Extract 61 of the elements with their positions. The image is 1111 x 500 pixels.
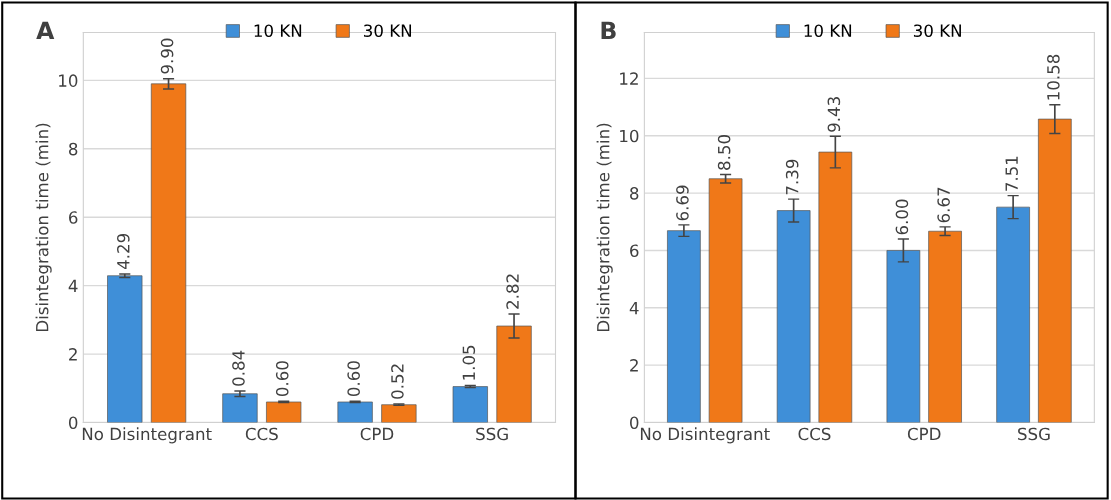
- bar: [996, 206, 1030, 423]
- y-tick-label: 8: [630, 187, 639, 200]
- bar: [337, 401, 373, 423]
- text: B: [601, 21, 616, 40]
- x-tick-label: CCS: [245, 427, 278, 441]
- legend-label: 30 KN: [364, 24, 412, 37]
- x-tick-label: CCS: [798, 427, 831, 441]
- text: A: [36, 21, 55, 40]
- y-tick-label: 6: [630, 244, 639, 258]
- y-tick-label: 8: [68, 142, 78, 156]
- legend-label: 30 KN: [913, 24, 961, 37]
- data-label: 2.82: [506, 274, 519, 309]
- x-tick-label: No Disintegrant: [640, 427, 770, 444]
- y-tick-label: 0: [68, 416, 78, 430]
- data-label: 7.39: [785, 159, 799, 195]
- bar: [928, 230, 962, 423]
- data-label: 9.90: [160, 38, 174, 74]
- data-label: 6.69: [676, 185, 689, 221]
- y-tick-label: 10: [620, 129, 639, 143]
- y-tick-label: 6: [69, 211, 78, 224]
- bar: [452, 386, 488, 423]
- y-tick-label: 2: [630, 359, 638, 372]
- y-tick-label: 10: [59, 74, 78, 87]
- y-tick-label: 12: [620, 72, 638, 85]
- data-label: 4.29: [117, 233, 130, 270]
- bar: [107, 275, 143, 423]
- bar: [1038, 118, 1072, 423]
- y-axis-title: Disintegration time (min): [596, 123, 613, 332]
- y-tick-label: 4: [629, 301, 639, 315]
- bar: [708, 178, 743, 423]
- bar: [886, 250, 921, 423]
- bar: [818, 151, 853, 423]
- bar: [266, 401, 302, 423]
- x-tick-label: SSG: [476, 427, 508, 441]
- bar: [667, 230, 701, 423]
- x-tick-label: CPD: [907, 427, 941, 441]
- data-label: 7.51: [1005, 156, 1018, 191]
- bar: [222, 393, 258, 423]
- legend-label: 10 KN: [254, 24, 302, 37]
- x-tick-label: CPD: [360, 427, 394, 441]
- data-label: 6.00: [895, 199, 909, 235]
- data-label: 1.05: [462, 345, 476, 380]
- x-tick-label: No Disintegrant: [82, 427, 212, 444]
- y-tick-label: 4: [68, 279, 78, 292]
- data-label: 9.43: [827, 97, 841, 132]
- data-label: 0.60: [275, 361, 289, 397]
- data-label: 0.60: [347, 361, 360, 397]
- data-label: 0.52: [391, 364, 404, 399]
- bar: [496, 325, 532, 423]
- data-label: 0.84: [232, 350, 245, 386]
- legend-label: 10 KN: [804, 24, 852, 37]
- bar: [381, 404, 417, 423]
- x-tick-label: SSG: [1018, 427, 1050, 441]
- data-label: 6.67: [937, 187, 950, 223]
- y-tick-label: 2: [69, 348, 77, 361]
- bar: [150, 83, 187, 423]
- y-axis-title: Disintegration time (min): [35, 123, 52, 332]
- data-label: 10.58: [1047, 54, 1060, 100]
- data-label: 8.50: [717, 135, 731, 170]
- y-tick-label: 0: [630, 416, 639, 430]
- bar: [776, 210, 811, 423]
